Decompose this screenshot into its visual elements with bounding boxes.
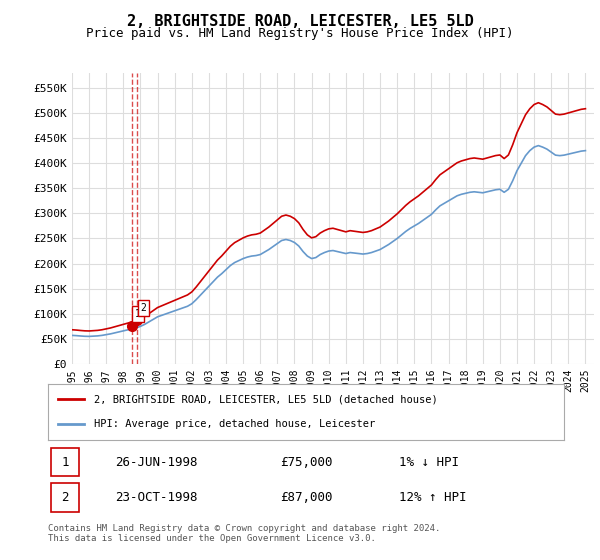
Text: 12% ↑ HPI: 12% ↑ HPI bbox=[399, 491, 466, 504]
Text: 2, BRIGHTSIDE ROAD, LEICESTER, LE5 5LD (detached house): 2, BRIGHTSIDE ROAD, LEICESTER, LE5 5LD (… bbox=[94, 394, 438, 404]
Text: £87,000: £87,000 bbox=[280, 491, 333, 504]
Text: 2: 2 bbox=[61, 491, 69, 504]
Text: 1% ↓ HPI: 1% ↓ HPI bbox=[399, 455, 459, 469]
Text: 23-OCT-1998: 23-OCT-1998 bbox=[115, 491, 197, 504]
Text: 2, BRIGHTSIDE ROAD, LEICESTER, LE5 5LD: 2, BRIGHTSIDE ROAD, LEICESTER, LE5 5LD bbox=[127, 14, 473, 29]
Text: £75,000: £75,000 bbox=[280, 455, 333, 469]
Text: 1: 1 bbox=[61, 455, 69, 469]
FancyBboxPatch shape bbox=[50, 483, 79, 512]
Text: Contains HM Land Registry data © Crown copyright and database right 2024.
This d: Contains HM Land Registry data © Crown c… bbox=[48, 524, 440, 543]
Text: 26-JUN-1998: 26-JUN-1998 bbox=[115, 455, 197, 469]
Text: 2: 2 bbox=[140, 304, 146, 313]
Text: Price paid vs. HM Land Registry's House Price Index (HPI): Price paid vs. HM Land Registry's House … bbox=[86, 27, 514, 40]
Text: 1: 1 bbox=[135, 309, 141, 319]
FancyBboxPatch shape bbox=[50, 447, 79, 477]
Text: HPI: Average price, detached house, Leicester: HPI: Average price, detached house, Leic… bbox=[94, 419, 376, 429]
